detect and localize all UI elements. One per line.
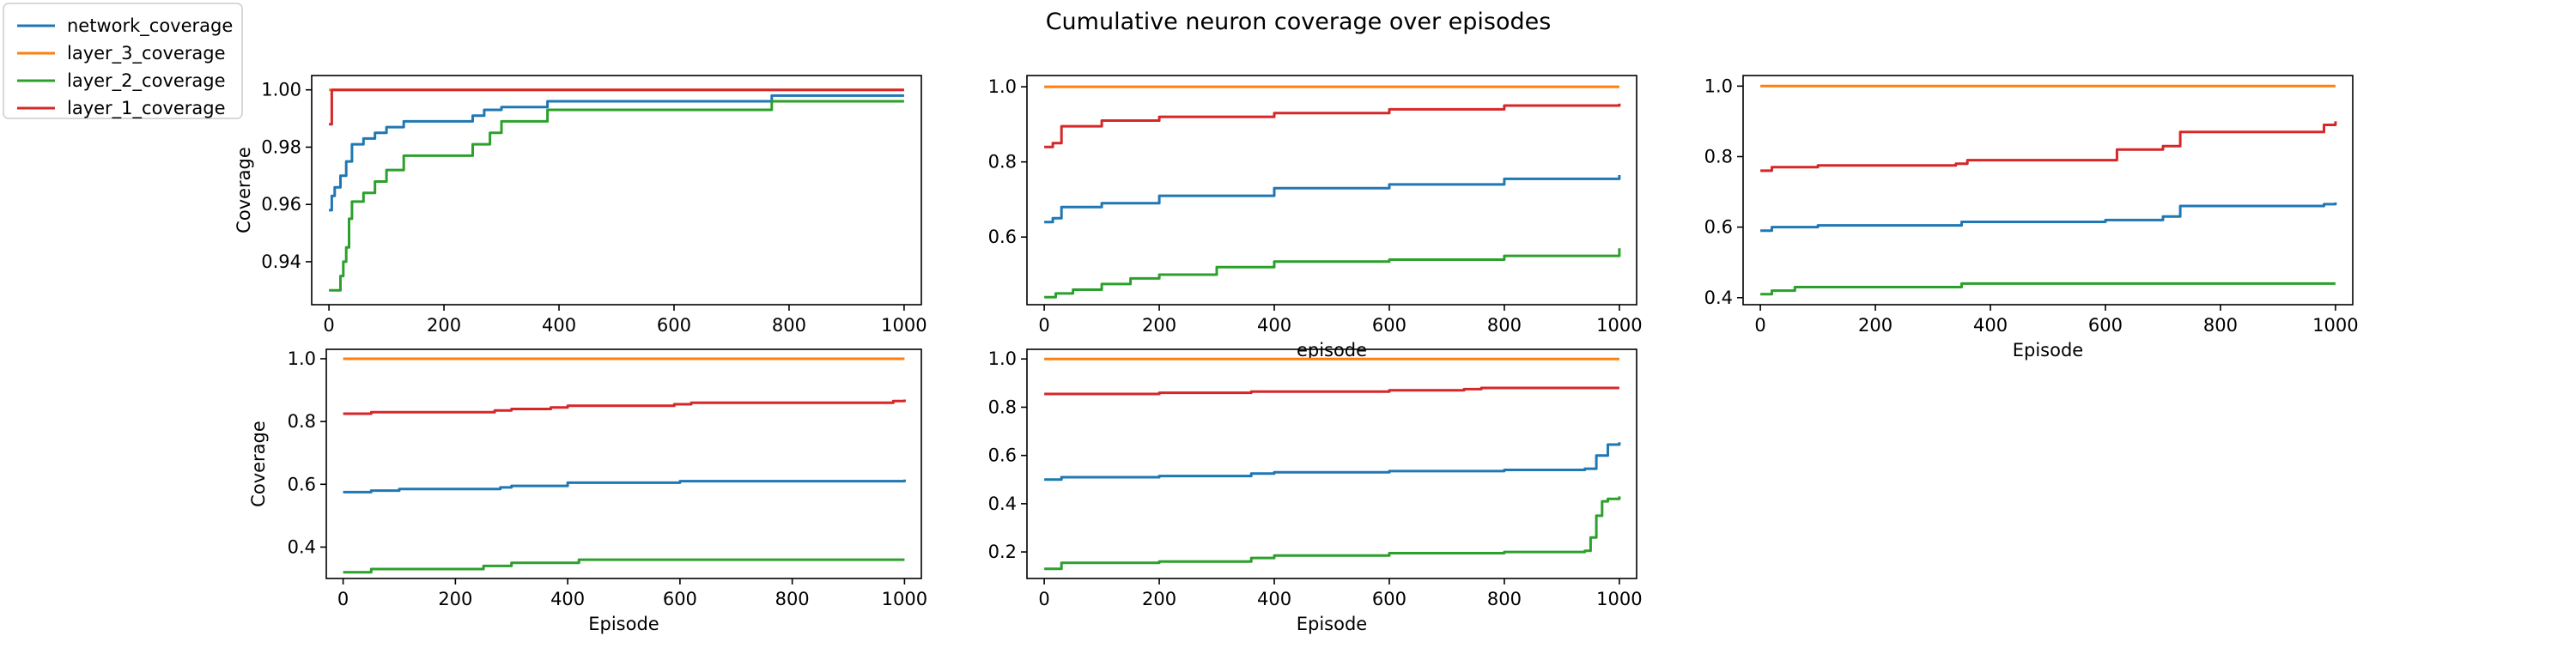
x-tick-label: 1000 (1596, 315, 1642, 336)
series-line-layer_1_coverage (1044, 103, 1621, 148)
y-tick-label: 0.6 (1704, 217, 1733, 238)
x-tick-label: 800 (772, 315, 806, 336)
x-tick-label: 400 (1257, 315, 1291, 336)
series-line-layer_1_coverage (343, 399, 906, 415)
x-tick-label: 400 (1973, 315, 2008, 336)
x-tick-label: 600 (2088, 315, 2123, 336)
y-tick-label: 1.0 (988, 348, 1017, 369)
y-tick-label: 0.98 (261, 136, 301, 157)
x-axis-label: Episode (2013, 340, 2083, 360)
x-axis-label: episode (1297, 340, 1367, 360)
y-tick-label: 0.6 (288, 474, 316, 494)
y-tick-label: 1.00 (261, 80, 301, 100)
y-tick-label: 1.0 (1704, 76, 1733, 96)
x-tick-label: 600 (663, 589, 697, 609)
y-tick-label: 0.4 (288, 536, 316, 557)
x-tick-label: 1000 (882, 589, 927, 609)
x-tick-label: 400 (550, 589, 585, 609)
x-tick-label: 1000 (1596, 589, 1642, 609)
series-line-layer_2_coverage (343, 558, 905, 574)
subplot-5: 0 200 400 600 800 1000 0.2 0.4 0.6 0.8 1.0 Episode (988, 348, 1643, 634)
legend-label-layer_2_coverage: layer_2_coverage (67, 70, 226, 92)
y-tick-label: 0.4 (1704, 288, 1733, 308)
y-tick-label: 1.0 (988, 76, 1017, 97)
y-tick-label: 0.8 (288, 411, 316, 432)
legend-label-network_coverage: network_coverage (67, 15, 233, 37)
x-tick-label: 0 (337, 589, 349, 609)
y-tick-label: 0.2 (988, 542, 1017, 562)
subplot-1: 0 200 400 600 800 1000 0.94 0.96 0.98 1.00 Coverag… (234, 75, 927, 336)
series-line-network_coverage (1044, 442, 1621, 481)
series-line-layer_2_coverage (329, 100, 904, 292)
y-tick-label: 0.6 (988, 445, 1017, 466)
x-tick-label: 800 (2203, 315, 2238, 336)
x-tick-label: 400 (1257, 589, 1291, 609)
x-tick-label: 200 (1142, 589, 1176, 609)
x-tick-label: 0 (1038, 315, 1049, 336)
x-tick-label: 1000 (881, 315, 927, 336)
axes-frame (1742, 75, 2354, 306)
subplot-2: 0 200 400 600 800 1000 0.6 0.8 1.0 episode (988, 75, 1643, 360)
subplot-3: 0 200 400 600 800 1000 0.4 0.6 0.8 1.0 Episode (1704, 75, 2359, 360)
figure-title: Cumulative neuron coverage over episodes (1046, 9, 1552, 35)
x-tick-label: 600 (1372, 315, 1406, 336)
x-tick-label: 800 (1487, 589, 1522, 609)
series-line-layer_1_coverage (329, 88, 904, 126)
legend-frame (3, 3, 243, 119)
x-tick-label: 800 (775, 589, 810, 609)
x-tick-label: 200 (427, 315, 461, 336)
y-tick-label: 1.0 (288, 348, 316, 369)
y-tick-label: 0.8 (988, 397, 1017, 417)
x-tick-label: 600 (657, 315, 691, 336)
x-tick-label: 1000 (2312, 315, 2358, 336)
subplot-4: 0 200 400 600 800 1000 0.4 0.6 0.8 1.0 Episode Cove… (248, 348, 927, 634)
x-tick-label: 200 (1142, 315, 1176, 336)
y-tick-label: 0.6 (988, 227, 1017, 247)
series-line-layer_2_coverage (1044, 496, 1621, 571)
series-line-network_coverage (1760, 202, 2337, 233)
y-tick-label: 0.96 (261, 194, 301, 215)
series-line-network_coverage (329, 94, 904, 212)
series-line-layer_1_coverage (1760, 121, 2337, 173)
x-tick-label: 800 (1487, 315, 1522, 336)
axes-frame (1026, 75, 1637, 306)
axes-frame (311, 75, 922, 306)
x-tick-label: 600 (1372, 589, 1406, 609)
axes-frame (1026, 348, 1637, 579)
y-axis-label: Coverage (234, 147, 254, 233)
series-line-network_coverage (1044, 175, 1621, 224)
x-tick-label: 0 (323, 315, 334, 336)
x-tick-label: 200 (438, 589, 472, 609)
y-tick-label: 0.4 (988, 494, 1017, 514)
x-tick-label: 0 (1038, 589, 1049, 609)
y-tick-label: 0.94 (261, 251, 301, 272)
series-line-layer_2_coverage (1760, 282, 2336, 296)
x-tick-label: 400 (542, 315, 576, 336)
y-tick-label: 0.8 (1704, 146, 1733, 167)
x-axis-label: Episode (1297, 614, 1367, 634)
series-line-network_coverage (343, 479, 906, 494)
y-tick-label: 0.8 (988, 152, 1017, 173)
x-axis-label: Episode (588, 614, 659, 634)
legend-label-layer_1_coverage: layer_1_coverage (67, 98, 226, 119)
x-tick-label: 0 (1754, 315, 1765, 336)
legend: network_coverage layer_3_coverage layer_2_… (3, 3, 243, 119)
axes-frame (325, 348, 922, 579)
series-line-layer_1_coverage (1044, 386, 1619, 396)
y-axis-label: Coverage (248, 421, 269, 507)
x-tick-label: 200 (1858, 315, 1893, 336)
series-line-layer_2_coverage (1044, 248, 1621, 299)
legend-label-layer_3_coverage: layer_3_coverage (67, 43, 226, 64)
